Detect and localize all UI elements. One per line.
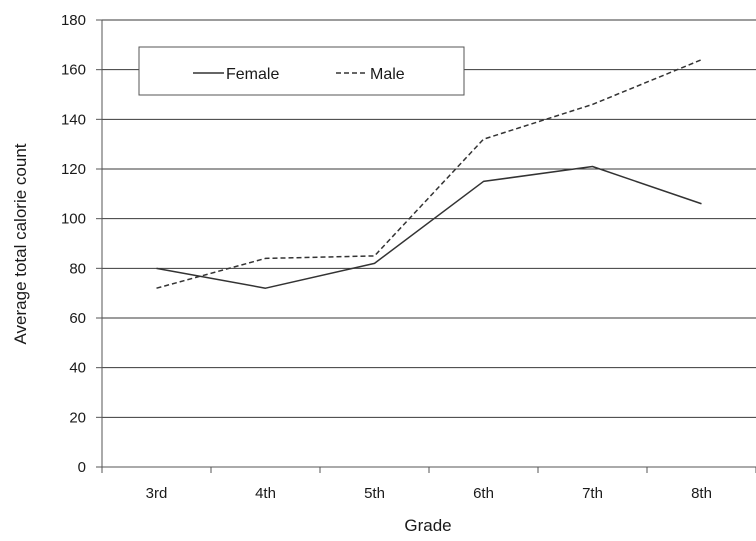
series-lines (156, 59, 702, 289)
y-tick-label: 100 (61, 211, 86, 228)
x-tick-label: 8th (691, 485, 712, 502)
x-tick-label: 3rd (146, 485, 168, 502)
grid-lines (96, 19, 756, 473)
y-tick-label: 160 (61, 62, 86, 79)
legend-box (138, 46, 465, 96)
y-tick-label: 120 (61, 161, 86, 178)
y-tick-label: 60 (69, 310, 86, 327)
y-tick-label: 80 (69, 260, 86, 277)
axes (101, 20, 756, 468)
y-tick-label: 0 (78, 459, 86, 476)
x-tick-label: 6th (473, 485, 494, 502)
y-axis-title: Average total calorie count (11, 143, 30, 344)
x-tick-label: 7th (582, 485, 603, 502)
y-tick-label: 140 (61, 111, 86, 128)
x-tick-labels: 3rd 4th 5th 6th 7th 8th (146, 485, 712, 502)
x-axis-title: Grade (404, 516, 451, 535)
y-tick-label: 20 (69, 409, 86, 426)
y-tick-labels: 0 20 40 60 80 100 120 140 160 180 (61, 12, 86, 476)
x-tick-label: 4th (255, 485, 276, 502)
series-line-female (156, 165, 702, 289)
legend-label-male: Male (370, 66, 405, 83)
x-tick-label: 5th (364, 485, 385, 502)
y-tick-label: 180 (61, 12, 86, 29)
legend-label-female: Female (226, 66, 279, 83)
series-line-male (156, 59, 702, 289)
legend: Female Male (138, 46, 465, 96)
y-tick-label: 40 (69, 360, 86, 377)
